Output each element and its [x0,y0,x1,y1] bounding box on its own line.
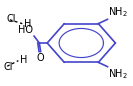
Text: H: H [24,19,31,29]
Text: H: H [20,55,27,65]
Text: NH$_2$: NH$_2$ [108,5,128,19]
Text: O: O [36,53,44,63]
Text: HO: HO [18,25,33,35]
Text: Cl: Cl [7,14,16,24]
Text: NH$_2$: NH$_2$ [108,67,128,81]
Text: Cl: Cl [4,62,13,72]
